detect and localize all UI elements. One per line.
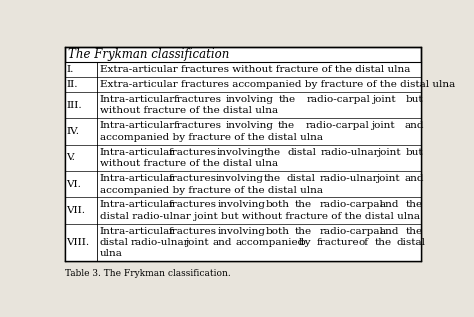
Text: and: and	[380, 200, 400, 209]
Text: and: and	[404, 174, 424, 183]
Text: and: and	[404, 121, 424, 130]
Bar	[65, 92, 421, 118]
Text: joint: joint	[371, 121, 394, 130]
Text: VII.: VII.	[66, 206, 86, 215]
Text: V.: V.	[66, 153, 75, 162]
Text: fractures: fractures	[169, 200, 217, 209]
Text: joint: joint	[372, 95, 396, 104]
Text: Intra-articular: Intra-articular	[100, 95, 175, 104]
Text: the: the	[264, 148, 281, 157]
Text: Intra-articular: Intra-articular	[100, 174, 175, 183]
Text: the: the	[406, 227, 423, 236]
Text: radio-carpal: radio-carpal	[307, 95, 371, 104]
Text: the: the	[295, 200, 312, 209]
Text: distal: distal	[288, 148, 317, 157]
Text: distal: distal	[287, 174, 316, 183]
Text: The Frykman classification: The Frykman classification	[68, 48, 229, 61]
Text: of: of	[358, 238, 368, 247]
Text: involving: involving	[216, 174, 264, 183]
Bar	[65, 224, 421, 262]
Text: joint: joint	[375, 174, 399, 183]
Text: Extra-articular fractures accompanied by fracture of the distal ulna: Extra-articular fractures accompanied by…	[100, 80, 455, 89]
Text: accompanied: accompanied	[236, 238, 305, 247]
Text: the: the	[406, 200, 423, 209]
Text: both: both	[265, 200, 290, 209]
Text: involving: involving	[216, 148, 264, 157]
Text: Intra-articular: Intra-articular	[100, 121, 175, 130]
Text: and: and	[380, 227, 400, 236]
Text: II.: II.	[66, 80, 78, 89]
Text: distal: distal	[397, 238, 426, 247]
Text: accompanied by fracture of the distal ulna: accompanied by fracture of the distal ul…	[100, 185, 323, 195]
Text: radio-carpal: radio-carpal	[319, 227, 383, 236]
Text: joint: joint	[185, 238, 209, 247]
Text: Table 3. The Frykman classification.: Table 3. The Frykman classification.	[65, 269, 230, 278]
Bar	[65, 77, 421, 92]
Text: VIII.: VIII.	[66, 238, 90, 247]
Bar	[65, 62, 421, 77]
Text: fractures: fractures	[173, 95, 221, 104]
Text: accompanied by fracture of the distal ulna: accompanied by fracture of the distal ul…	[100, 133, 323, 142]
Text: Intra-articular: Intra-articular	[100, 200, 175, 209]
Text: radio-ulnar: radio-ulnar	[321, 148, 380, 157]
Text: but: but	[406, 95, 423, 104]
Text: I.: I.	[66, 65, 74, 74]
Text: without fracture of the distal ulna: without fracture of the distal ulna	[100, 107, 278, 115]
Text: and: and	[212, 238, 231, 247]
Bar	[65, 47, 421, 262]
Bar	[65, 197, 421, 224]
Text: Intra-articular: Intra-articular	[100, 227, 175, 236]
Text: VI.: VI.	[66, 180, 82, 189]
Text: fractures: fractures	[168, 174, 217, 183]
Text: the: the	[278, 121, 295, 130]
Text: distal radio-ulnar joint but without fracture of the distal ulna: distal radio-ulnar joint but without fra…	[100, 212, 420, 221]
Text: involving: involving	[226, 121, 273, 130]
Text: without fracture of the distal ulna: without fracture of the distal ulna	[100, 159, 278, 168]
Text: fracture: fracture	[317, 238, 359, 247]
Text: IV.: IV.	[66, 127, 80, 136]
Bar	[65, 118, 421, 145]
Bar	[65, 145, 421, 171]
Text: radio-carpal: radio-carpal	[306, 121, 370, 130]
Text: Extra-articular fractures without fracture of the distal ulna: Extra-articular fractures without fractu…	[100, 65, 410, 74]
Text: both: both	[265, 227, 290, 236]
Text: radio-ulnar: radio-ulnar	[131, 238, 190, 247]
Text: radio-ulnar: radio-ulnar	[320, 174, 378, 183]
Text: involving: involving	[217, 227, 265, 236]
Text: III.: III.	[66, 101, 82, 110]
Text: fractures: fractures	[169, 148, 217, 157]
Text: by: by	[298, 238, 311, 247]
Bar	[65, 171, 421, 197]
Text: the: the	[264, 174, 281, 183]
Text: fractures: fractures	[169, 227, 217, 236]
Text: but: but	[406, 148, 423, 157]
Text: involving: involving	[217, 200, 265, 209]
Text: the: the	[375, 238, 392, 247]
Text: ulna: ulna	[100, 249, 123, 258]
Text: the: the	[279, 95, 296, 104]
Text: Intra-articular: Intra-articular	[100, 148, 175, 157]
Text: joint: joint	[377, 148, 401, 157]
Text: radio-carpal: radio-carpal	[319, 200, 383, 209]
Text: distal: distal	[100, 238, 129, 247]
Text: involving: involving	[226, 95, 274, 104]
Text: fractures: fractures	[173, 121, 221, 130]
Text: the: the	[295, 227, 312, 236]
